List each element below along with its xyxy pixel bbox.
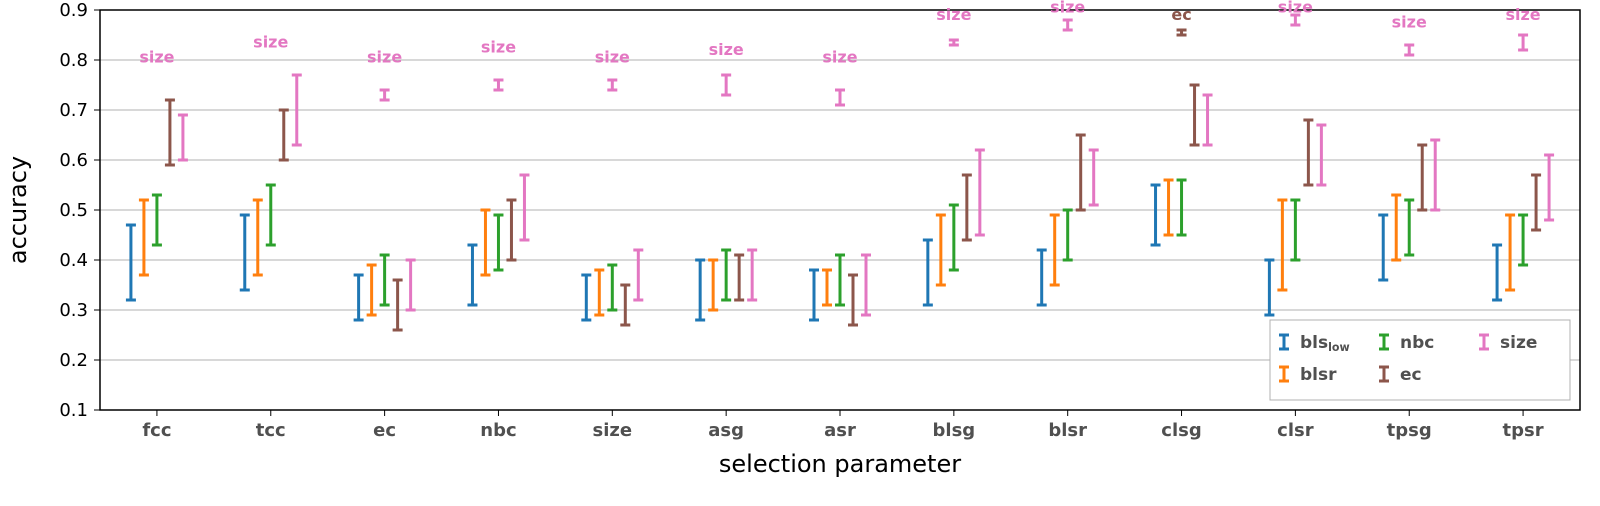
legend-label: blsr: [1300, 365, 1337, 385]
y-tick-label: 0.5: [59, 200, 88, 221]
y-tick-label: 0.3: [59, 300, 88, 321]
x-tick-label: fcc: [142, 420, 171, 441]
x-tick-label: clsr: [1277, 420, 1314, 441]
x-tick-label: nbc: [480, 420, 516, 441]
top-marker-label: size: [595, 48, 630, 67]
x-axis-label: selection parameter: [719, 450, 961, 478]
x-tick-label: tpsr: [1503, 420, 1544, 441]
y-tick-label: 0.9: [59, 0, 88, 21]
y-tick-label: 0.8: [59, 50, 88, 71]
top-marker-label: size: [936, 5, 971, 24]
x-tick-label: asr: [824, 420, 856, 441]
y-tick-label: 0.4: [59, 250, 88, 271]
top-marker-label: size: [1392, 13, 1427, 32]
top-marker-label: ec: [1171, 5, 1191, 24]
accuracy-errorbar-chart: 0.1 0.2 0.3 0.4 0.5 0.6 0.7 0.8 0.9 accuracy fcc tc…: [0, 0, 1600, 506]
top-marker-label: size: [822, 48, 857, 67]
x-tick-label: size: [593, 420, 633, 441]
legend: [1270, 320, 1570, 400]
top-marker-label: size: [1050, 0, 1085, 17]
x-tick-label: asg: [708, 420, 744, 441]
y-tick-label: 0.6: [59, 150, 88, 171]
top-marker-label: size: [139, 48, 174, 67]
top-marker-label: size: [709, 40, 744, 59]
x-tick-label: blsg: [933, 420, 976, 441]
x-tick-label: tcc: [256, 420, 286, 441]
y-tick-label: 0.7: [59, 100, 88, 121]
legend-label: ec: [1400, 365, 1422, 385]
x-tick-label: ec: [373, 420, 396, 441]
legend-label: nbc: [1400, 333, 1434, 353]
top-marker-label: size: [1278, 0, 1313, 17]
y-tick-label: 0.2: [59, 350, 88, 371]
x-tick-label: blsr: [1048, 420, 1087, 441]
x-tick-label: tpsg: [1387, 420, 1432, 441]
legend-label: size: [1500, 333, 1537, 353]
y-tick-label: 0.1: [59, 400, 88, 421]
top-marker-label: size: [367, 48, 402, 67]
top-marker-label: size: [1505, 5, 1540, 24]
x-tick-label: clsg: [1161, 420, 1201, 441]
top-marker-label: size: [481, 38, 516, 57]
top-marker-label: size: [253, 33, 288, 52]
y-axis-label: accuracy: [4, 156, 32, 264]
